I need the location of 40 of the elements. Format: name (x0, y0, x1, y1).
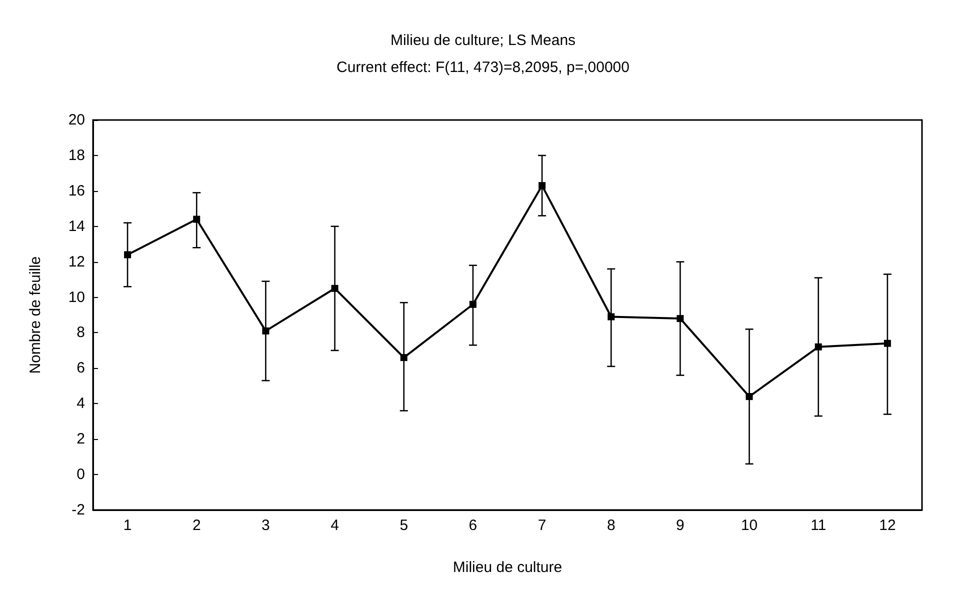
point (262, 327, 270, 334)
x-tick-label: 8 (606, 517, 616, 534)
y-tick-label: 4 (76, 395, 85, 412)
x-tick-label: 1 (123, 517, 132, 534)
x-tick-label: 6 (468, 517, 478, 534)
point (676, 315, 684, 322)
x-axis-title: Milieu de culture (452, 559, 562, 576)
y-axis-title: Nombre de feuille (27, 256, 44, 374)
point (608, 313, 615, 320)
point (884, 340, 891, 347)
x-tick-label: 4 (330, 517, 339, 534)
y-tick-label: 2 (76, 430, 85, 448)
y-tick-label: -2 (72, 502, 85, 518)
point (400, 354, 408, 362)
x-tick-label: 5 (400, 517, 408, 534)
y-tick-label: 12 (68, 253, 85, 270)
y-tick-label: 18 (68, 146, 85, 164)
y-tick-label: 20 (68, 112, 85, 128)
chart-subtitle: Current effect: F(11, 473)=8,2095, p=,00000 (336, 59, 630, 76)
x-tick-label: 10 (740, 517, 758, 534)
x-tick-label: 9 (676, 517, 684, 534)
point (538, 182, 546, 190)
x-tick-label: 12 (879, 517, 896, 534)
x-tick-label: 7 (538, 517, 546, 534)
point (331, 284, 338, 292)
x-tick-label: 2 (192, 517, 201, 534)
y-tick-label: 10 (68, 288, 85, 306)
y-tick-label: 14 (68, 218, 85, 235)
x-tick-label: 3 (262, 517, 270, 534)
y-tick-label: 6 (76, 360, 85, 377)
point (124, 251, 132, 258)
point (746, 393, 753, 400)
y-tick-label: 8 (76, 324, 85, 342)
point (193, 216, 200, 223)
point (469, 300, 476, 308)
x-tick-label: 11 (810, 517, 826, 534)
y-tick-label: 16 (68, 182, 85, 200)
chart-title: Milieu de culture; LS Means (390, 32, 576, 49)
point (814, 343, 822, 350)
y-tick-label: 0 (76, 466, 85, 484)
